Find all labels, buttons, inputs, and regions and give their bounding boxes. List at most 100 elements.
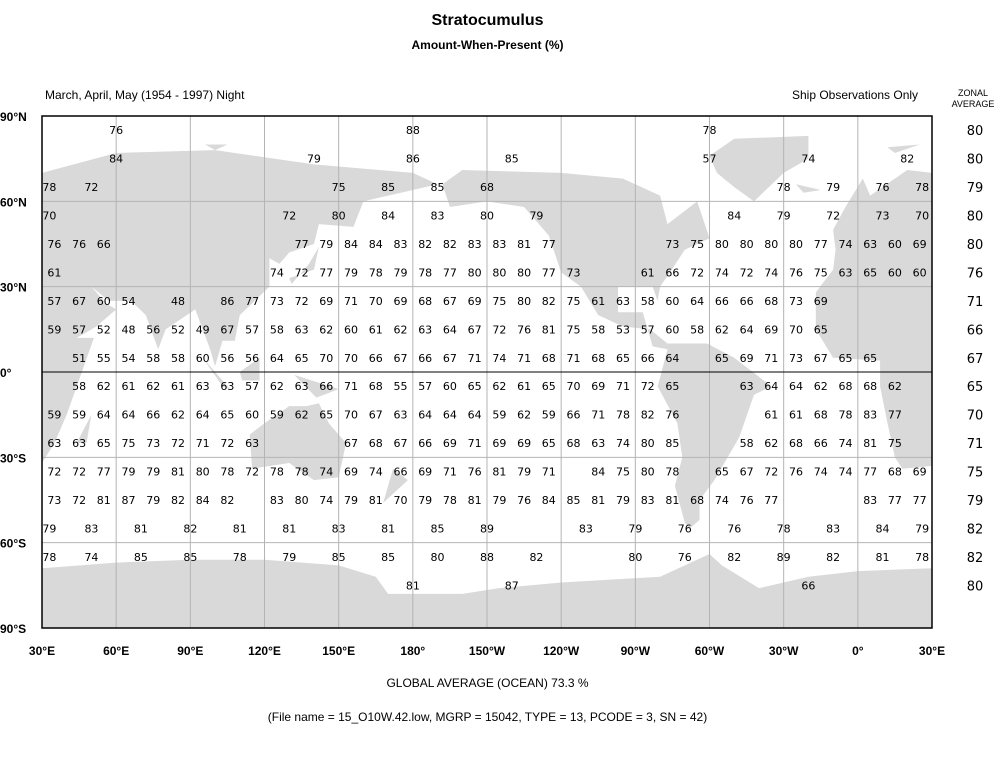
cell-value: 73 <box>789 352 803 365</box>
cell-value: 57 <box>47 295 61 308</box>
cell-value: 70 <box>789 323 803 336</box>
cell-value: 78 <box>915 551 929 564</box>
cell-value: 57 <box>72 323 86 336</box>
cell-value: 73 <box>47 494 61 507</box>
cell-value: 71 <box>764 352 778 365</box>
cell-value: 75 <box>814 266 828 279</box>
cell-value: 75 <box>888 437 902 450</box>
global-average: GLOBAL AVERAGE (OCEAN) 73.3 % <box>386 676 589 690</box>
cell-value: 58 <box>146 352 160 365</box>
cell-value: 74 <box>715 494 729 507</box>
cell-value: 68 <box>764 295 778 308</box>
period-label: March, April, May (1954 - 1997) Night <box>45 88 245 102</box>
cell-value: 75 <box>122 437 136 450</box>
cell-value: 87 <box>505 579 519 592</box>
cell-value: 72 <box>492 323 506 336</box>
land-polygon <box>796 184 821 193</box>
cell-value: 80 <box>332 210 346 223</box>
cell-value: 76 <box>678 551 692 564</box>
cell-value: 72 <box>282 210 296 223</box>
cell-value: 82 <box>443 238 457 251</box>
cell-value: 62 <box>764 437 778 450</box>
cell-value: 81 <box>876 551 890 564</box>
cell-value: 74 <box>270 266 284 279</box>
cell-value: 85 <box>332 551 346 564</box>
cell-value: 65 <box>814 323 828 336</box>
cell-value: 73 <box>146 437 160 450</box>
cell-value: 77 <box>245 295 259 308</box>
cell-value: 56 <box>220 352 234 365</box>
cell-value: 77 <box>764 494 778 507</box>
cell-value: 69 <box>913 466 927 479</box>
cell-value: 69 <box>517 437 531 450</box>
lon-tick-label: 0° <box>852 644 864 658</box>
cell-value: 81 <box>171 466 185 479</box>
cell-value: 78 <box>220 466 234 479</box>
cell-value: 79 <box>344 266 358 279</box>
cell-value: 83 <box>579 522 593 535</box>
land-polygon <box>205 144 228 151</box>
zonal-average-value: 82 <box>967 551 984 566</box>
cell-value: 65 <box>220 409 234 422</box>
cell-value: 66 <box>567 409 581 422</box>
cell-value: 64 <box>690 295 704 308</box>
cell-value: 69 <box>764 323 778 336</box>
cell-value: 84 <box>542 494 556 507</box>
lon-tick-label: 60°E <box>103 644 129 658</box>
cell-value: 82 <box>171 494 185 507</box>
cell-value: 59 <box>542 409 556 422</box>
lon-tick-label: 150°W <box>469 644 506 658</box>
cell-value: 66 <box>393 466 407 479</box>
cell-value: 78 <box>369 266 383 279</box>
cell-value: 63 <box>196 380 210 393</box>
cell-value: 60 <box>443 380 457 393</box>
cell-value: 68 <box>814 409 828 422</box>
zonal-average-value: 80 <box>967 210 984 225</box>
cell-value: 84 <box>876 522 890 535</box>
cell-value: 61 <box>171 380 185 393</box>
cell-value: 59 <box>47 409 61 422</box>
cell-value: 68 <box>838 380 852 393</box>
cell-value: 63 <box>393 409 407 422</box>
cell-value: 79 <box>393 266 407 279</box>
cell-value: 69 <box>740 352 754 365</box>
zonal-average-header: ZONAL AVERAGE <box>946 88 998 110</box>
land-polygon <box>289 246 319 284</box>
cell-value: 66 <box>665 266 679 279</box>
cell-value: 76 <box>789 266 803 279</box>
cell-value: 83 <box>332 522 346 535</box>
cell-value: 76 <box>109 124 123 137</box>
cell-value: 81 <box>591 494 605 507</box>
axis-labels: 90°N60°N30°N0°30°S60°S90°S30°E 60°E 90°E 12… <box>0 110 945 658</box>
cell-value: 69 <box>319 295 333 308</box>
cell-value: 74 <box>838 437 852 450</box>
cell-value: 57 <box>703 153 717 166</box>
zonal-average-value: 67 <box>967 352 984 367</box>
cell-value: 74 <box>616 437 630 450</box>
cell-value: 78 <box>915 181 929 194</box>
cell-value: 76 <box>468 466 482 479</box>
cell-value: 52 <box>97 323 111 336</box>
zonal-average-value: 76 <box>967 266 984 281</box>
cell-value: 75 <box>567 323 581 336</box>
cell-value: 61 <box>369 323 383 336</box>
land-polygon <box>383 468 408 503</box>
cell-value: 84 <box>381 210 395 223</box>
cell-value: 73 <box>270 295 284 308</box>
cell-value: 76 <box>72 238 86 251</box>
cell-value: 81 <box>369 494 383 507</box>
cell-value: 56 <box>146 323 160 336</box>
cell-value: 57 <box>641 323 655 336</box>
cell-value: 60 <box>245 409 259 422</box>
cell-value: 83 <box>393 238 407 251</box>
cell-value: 85 <box>381 181 395 194</box>
cell-value: 70 <box>915 210 929 223</box>
cell-value: 75 <box>616 466 630 479</box>
cell-value: 77 <box>97 466 111 479</box>
cell-value: 75 <box>690 238 704 251</box>
land-polygon <box>91 155 136 173</box>
cell-value: 74 <box>764 266 778 279</box>
cell-value: 76 <box>740 494 754 507</box>
cell-value: 78 <box>233 551 247 564</box>
cell-value: 77 <box>542 266 556 279</box>
